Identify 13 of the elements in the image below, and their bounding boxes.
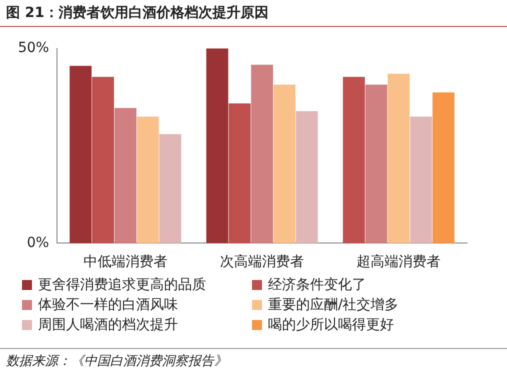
source-note: 数据来源：《中国白酒消费洞察报告》 — [6, 353, 227, 370]
x-tick-label: 超高端消费者 — [356, 254, 441, 270]
legend-label: 喝的少所以喝得更好 — [267, 316, 395, 334]
chart-title: 图 21：消费者饮用白酒价格档次提升原因 — [6, 4, 268, 22]
legend-label: 周围人喝酒的档次提升 — [37, 316, 179, 334]
legend-label: 经济条件变化了 — [267, 276, 367, 294]
legend-label: 重要的应酬/社交增多 — [267, 296, 400, 314]
legend-label: 更舍得消费追求更高的品质 — [37, 276, 207, 294]
x-tick-label: 中低端消费者 — [83, 254, 168, 270]
legend-label: 体验不一样的白酒风味 — [37, 296, 179, 314]
y-tick-label: 50% — [18, 40, 50, 56]
x-tick-label: 次高端消费者 — [220, 254, 304, 270]
y-tick-label: 0% — [26, 234, 50, 251]
